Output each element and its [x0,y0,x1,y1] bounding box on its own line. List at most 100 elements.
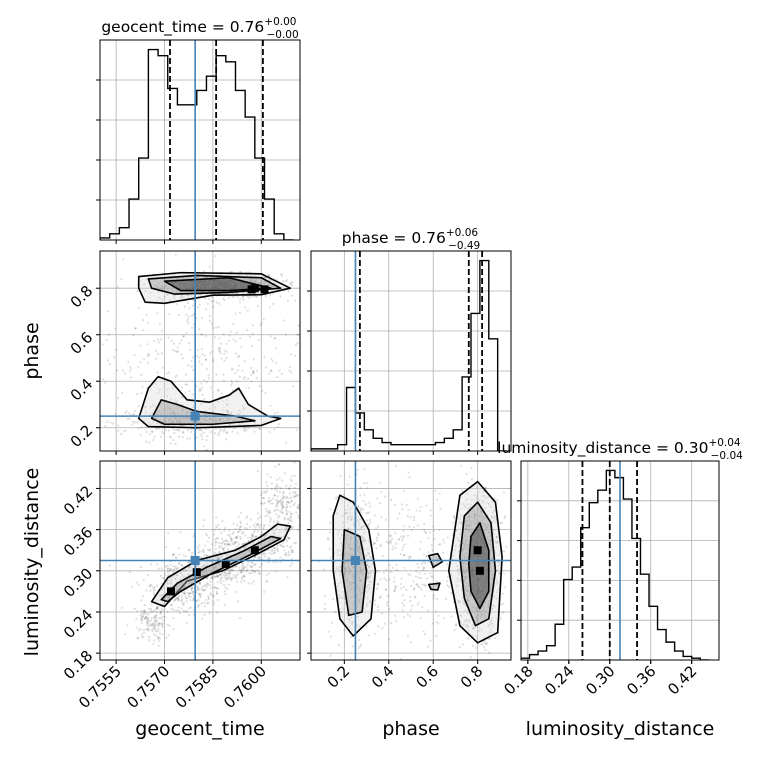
scatter-point [277,423,281,426]
scatter-point [205,568,208,571]
scatter-point [445,597,448,601]
scatter-point [155,611,159,614]
scatter-point [290,475,293,478]
scatter-point [201,565,204,568]
scatter-point [361,573,364,577]
scatter-point [288,497,291,500]
scatter-point [218,563,221,566]
scatter-point [470,527,473,531]
scatter-point [458,600,461,603]
scatter-point [417,566,420,569]
scatter-point [349,548,353,551]
scatter-point [201,549,204,553]
scatter-point [357,572,360,575]
scatter-point [241,291,245,294]
scatter-point [476,617,479,620]
scatter-point [181,407,185,410]
scatter-point [181,295,184,298]
scatter-point [395,542,398,545]
scatter-point [174,416,178,419]
y-tick-label: 0.24 [60,606,96,642]
scatter-point [302,543,304,545]
scatter-point [294,490,297,493]
scatter-point [205,419,209,423]
scatter-point [151,629,154,633]
scatter-point [467,519,470,522]
scatter-point [327,630,330,633]
scatter-point [343,629,346,632]
scatter-point [368,587,372,590]
scatter-point [275,527,278,530]
scatter-point [217,562,220,565]
scatter-point [350,507,353,510]
scatter-point [128,412,131,415]
scatter-point [264,553,267,556]
scatter-point [281,479,284,482]
scatter-point [400,535,403,538]
scatter-point [196,585,199,588]
scatter-point [214,418,217,422]
scatter-point [209,584,212,587]
x-tick-label: 0.4 [368,662,398,692]
scatter-point [446,575,449,578]
scatter-point [347,566,351,569]
scatter-point [225,431,228,434]
scatter-point [284,333,288,336]
scatter-point [255,295,258,299]
scatter-point [207,377,211,380]
scatter-point [204,308,208,311]
scatter-point [271,497,275,500]
scatter-point [409,600,412,603]
scatter-point [490,573,493,576]
scatter-point [145,612,148,615]
scatter-point [156,284,159,287]
scatter-point [191,304,194,307]
scatter-point [170,420,173,423]
scatter-point [401,508,404,511]
scatter-point [290,371,293,374]
scatter-point [288,553,291,556]
scatter-point [455,584,459,587]
scatter-point [196,604,200,607]
scatter-point [465,472,468,476]
scatter-point [476,619,479,622]
scatter-point [197,328,200,331]
scatter-point [267,572,271,575]
scatter-point [490,505,493,508]
scatter-point [162,609,165,612]
scatter-point [158,282,161,285]
scatter-point [205,598,208,602]
scatter-point [172,576,175,579]
scatter-point [181,452,183,454]
scatter-point [223,349,226,352]
scatter-point [376,605,380,608]
scatter-point [214,564,217,567]
scatter-point [153,588,156,591]
scatter-point [336,584,339,588]
scatter-point [146,628,149,631]
scatter-point [410,528,413,532]
scatter-point [231,381,234,385]
scatter-point [108,362,112,366]
scatter-point [231,542,234,545]
scatter-point [164,420,167,423]
scatter-point [254,279,258,282]
scatter-point [153,632,156,636]
x-tick-label: 0.30 [582,662,618,698]
scatter-point [244,553,247,556]
scatter-point [144,425,147,429]
histogram-step [311,259,507,451]
scatter-point [105,338,108,342]
scatter-point [465,582,468,585]
scatter-point [167,429,171,432]
scatter-point [207,597,210,600]
scatter-point [329,521,332,524]
scatter-point [358,593,361,596]
scatter-point [417,601,420,604]
scatter-point [202,445,205,448]
scatter-point [464,585,467,588]
scatter-point [198,581,201,584]
scatter-point [355,564,359,567]
scatter-point [251,333,254,336]
scatter-point [181,416,185,420]
